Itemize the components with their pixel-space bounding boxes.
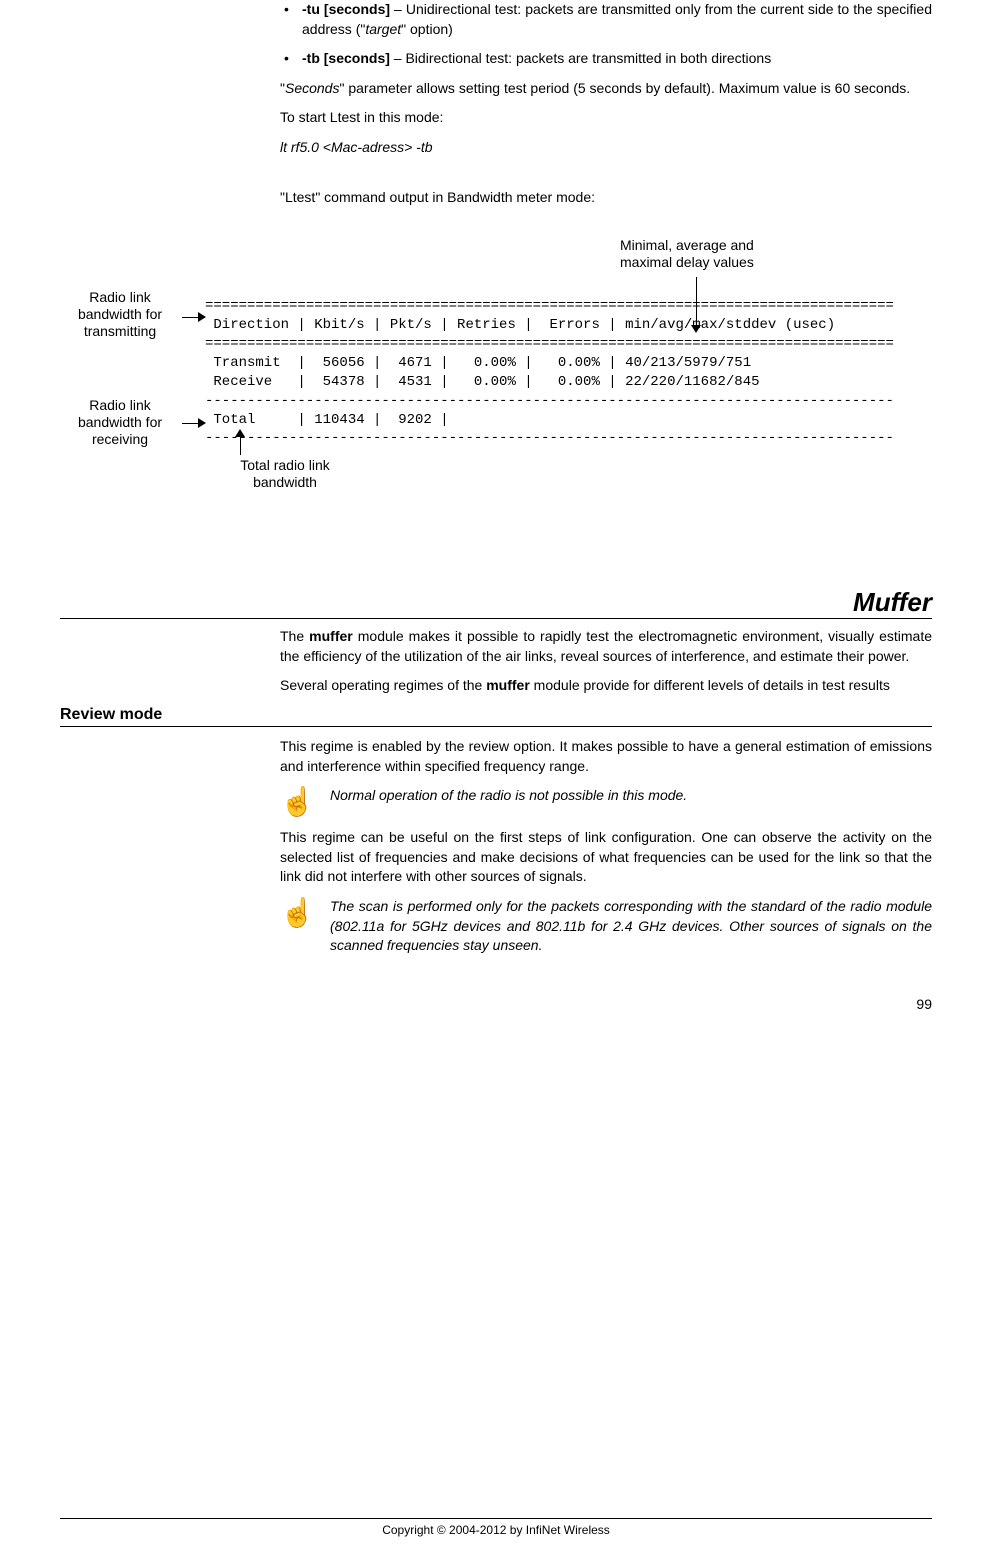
note-1: ☝ Normal operation of the radio is not p… [280,786,932,816]
note-1-text: Normal operation of the radio is not pos… [330,786,932,806]
para-seconds: "Seconds" parameter allows setting test … [280,79,932,99]
output-table: ========================================… [205,297,894,448]
bullet-text-post: " option) [401,21,453,37]
seconds-italic: Seconds [285,80,339,96]
tbl-row-tx: Transmit | 56056 | 4671 | 0.00% | 0.00% … [205,355,751,371]
tbl-row-rx: Receive | 54378 | 4531 | 0.00% | 0.00% |… [205,374,760,390]
muf-p1-pre: The [280,628,309,644]
bullet-italic: target [365,21,401,37]
muf-p2-bold: muffer [486,677,530,693]
tbl-border-bot: ----------------------------------------… [205,430,894,446]
page-number: 99 [60,996,932,1012]
muf-p1-bold: muffer [309,628,353,644]
ltest-output-diagram: Minimal, average and maximal delay value… [60,237,930,507]
tbl-row-total: Total | 110434 | 9202 | [205,412,449,428]
pointing-hand-icon: ☝ [280,897,330,927]
para-cmd: lt rf5.0 <Mac-adress> -tb [280,138,932,158]
section-title-muffer: Muffer [60,587,932,619]
tbl-header: Direction | Kbit/s | Pkt/s | Retries | E… [205,317,835,333]
review-p2: This regime can be useful on the first s… [280,828,932,887]
para-start-mode: To start Ltest in this mode: [280,108,932,128]
bullet-sep: – [390,1,406,17]
review-p1: This regime is enabled by the review opt… [280,737,932,776]
muf-p2-pre: Several operating regimes of the [280,677,486,693]
subsection-review-mode: Review mode [60,706,932,727]
bullet-label: -tb [seconds] [302,50,390,66]
tbl-border-top: ========================================… [205,298,894,314]
seconds-post: " parameter allows setting test period (… [339,80,910,96]
muffer-p2: Several operating regimes of the muffer … [280,676,932,696]
bullet-text-pre: Bidirectional test: packets are transmit… [405,50,771,66]
muf-p1-post: module makes it possible to rapidly test… [280,628,932,664]
note-2: ☝ The scan is performed only for the pac… [280,897,932,956]
callout-tx: Radio link bandwidth for transmitting [60,289,180,339]
bullet-tu: -tu [seconds] – Unidirectional test: pac… [280,0,932,39]
callout-rx: Radio link bandwidth for receiving [60,397,180,447]
bullet-tb: -tb [seconds] – Bidirectional test: pack… [280,49,932,69]
bullet-label: -tu [seconds] [302,1,390,17]
tbl-border-mid: ----------------------------------------… [205,393,894,409]
muf-p2-post: module provide for different levels of d… [530,677,890,693]
muffer-p1: The muffer module makes it possible to r… [280,627,932,666]
footer-copyright: Copyright © 2004-2012 by InfiNet Wireles… [60,1518,932,1537]
callout-total: Total radio link bandwidth [210,457,360,491]
pointing-hand-icon: ☝ [280,786,330,816]
bullet-list: -tu [seconds] – Unidirectional test: pac… [280,0,932,69]
bullet-sep: – [390,50,406,66]
para-output-intro: "Ltest" command output in Bandwidth mete… [280,188,932,208]
tbl-border-hdr: ========================================… [205,336,894,352]
callout-delay: Minimal, average and maximal delay value… [620,237,820,271]
note-2-text: The scan is performed only for the packe… [330,897,932,956]
